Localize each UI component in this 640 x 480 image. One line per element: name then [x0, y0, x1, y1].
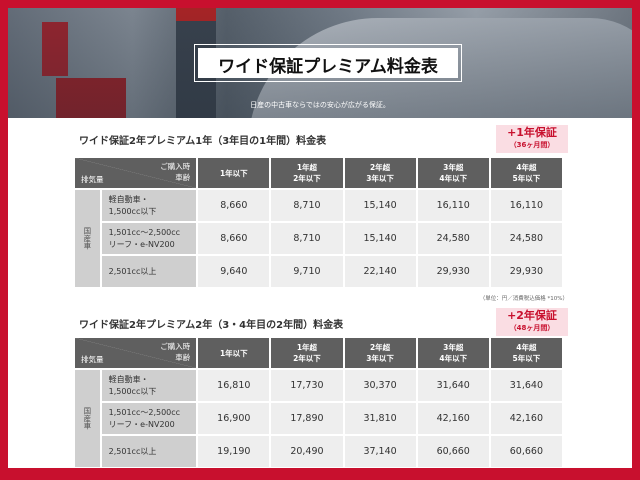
price-cell: 16,900 [198, 403, 270, 434]
hero-banner: ワイド保証プレミアム料金表 日産の中古車ならではの安心が広がる保証。 [8, 8, 632, 118]
column-header: 1年以下 [198, 158, 270, 188]
price-section-2: ワイド保証2年プレミアム2年（3・4年目の2年間）料金表 +2年保証 （48ヶ月間… [73, 308, 568, 468]
price-cell: 15,140 [344, 223, 416, 254]
column-header: 1年以下 [198, 338, 270, 368]
table-header-row: ご購入時 車齢 排気量 1年以下 1年超 2年以下 2年超 3年以下 3年超 4年以下 4年… [75, 338, 562, 368]
price-cell: 16,110 [417, 190, 489, 221]
column-header: 4年超 5年以下 [490, 158, 562, 188]
row-label: 1,501cc〜2,500cc リーフ・e-NV200 [101, 223, 197, 254]
price-cell: 60,660 [490, 436, 562, 467]
hero-tagline: 日産の中古車ならではの安心が広がる保証。 [250, 101, 390, 109]
group-label: 国産車 [75, 190, 100, 287]
table-row: 1,501cc〜2,500cc リーフ・e-NV200 16,900 17,890 3… [75, 403, 562, 434]
price-cell: 19,190 [198, 436, 270, 467]
column-header: 3年超 4年以下 [417, 338, 489, 368]
price-cell: 37,140 [344, 436, 416, 467]
price-cell: 20,490 [271, 436, 343, 467]
price-cell: 8,710 [271, 190, 343, 221]
price-cell: 60,660 [417, 436, 489, 467]
content-panel: ワイド保証2年プレミアム1年（3年目の1年間）料金表 +1年保証 （36ヶ月間） … [8, 118, 632, 468]
price-cell: 31,640 [417, 370, 489, 401]
price-cell: 16,110 [490, 190, 562, 221]
price-cell: 16,810 [198, 370, 270, 401]
column-header: 4年超 5年以下 [490, 338, 562, 368]
price-cell: 22,140 [344, 256, 416, 287]
corner-header: ご購入時 車齢排気量 [75, 158, 197, 188]
warranty-badge: +2年保証 （48ヶ月間） [496, 308, 568, 336]
table-title: ワイド保証2年プレミアム1年（3年目の1年間）料金表 [79, 136, 327, 147]
price-cell: 8,710 [271, 223, 343, 254]
price-cell: 24,580 [417, 223, 489, 254]
table-row: 国産車 軽自動車・ 1,500cc以下 8,660 8,710 15,140 16,110… [75, 190, 562, 287]
table-row: 2,501cc以上 9,640 9,710 22,140 29,930 29,930 [75, 256, 562, 287]
unit-note: （単位：円／消費税込価格 *10%） [479, 296, 568, 302]
table-row: 国産車 軽自動車・ 1,500cc以下 16,810 17,730 30,370 31,6… [75, 370, 562, 467]
price-cell: 8,660 [198, 223, 270, 254]
warranty-badge: +1年保証 （36ヶ月間） [496, 125, 568, 153]
corner-header: ご購入時 車齢排気量 [75, 338, 197, 368]
price-cell: 17,730 [271, 370, 343, 401]
price-cell: 31,810 [344, 403, 416, 434]
column-header: 1年超 2年以下 [271, 338, 343, 368]
row-label: 軽自動車・ 1,500cc以下 [101, 370, 197, 401]
badge-main: +1年保証 [507, 126, 557, 139]
page-title: ワイド保証プレミアム料金表 [194, 44, 462, 82]
badge-sub: （48ヶ月間） [509, 324, 555, 332]
row-label: 2,501cc以上 [101, 436, 197, 467]
table-header-row: ご購入時 車齢 排気量 1年以下 1年超 2年以下 2年超 3年以下 3年超 4年以下 4年… [75, 158, 562, 188]
price-table: ご購入時 車齢 排気量 1年以下 1年超 2年以下 2年超 3年以下 3年超 4年以下 4年… [73, 156, 564, 289]
row-label: 軽自動車・ 1,500cc以下 [101, 190, 197, 221]
row-label: 2,501cc以上 [101, 256, 197, 287]
hero-tool-cabinet [42, 22, 68, 76]
price-cell: 15,140 [344, 190, 416, 221]
price-cell: 30,370 [344, 370, 416, 401]
corner-age-label: ご購入時 車齢 [160, 162, 191, 182]
row-label: 1,501cc〜2,500cc リーフ・e-NV200 [101, 403, 197, 434]
price-cell: 31,640 [490, 370, 562, 401]
corner-age-label: ご購入時 車齢 [160, 342, 191, 362]
price-cell: 17,890 [271, 403, 343, 434]
column-header: 2年超 3年以下 [344, 158, 416, 188]
column-header: 1年超 2年以下 [271, 158, 343, 188]
hero-tool-cart [56, 78, 126, 118]
price-cell: 29,930 [490, 256, 562, 287]
column-header: 3年超 4年以下 [417, 158, 489, 188]
table-title: ワイド保証2年プレミアム2年（3・4年目の2年間）料金表 [79, 320, 344, 331]
badge-main: +2年保証 [507, 309, 557, 322]
price-cell: 9,710 [271, 256, 343, 287]
badge-sub: （36ヶ月間） [509, 141, 555, 149]
price-cell: 24,580 [490, 223, 562, 254]
price-table: ご購入時 車齢 排気量 1年以下 1年超 2年以下 2年超 3年以下 3年超 4年以下 4年… [73, 336, 564, 469]
corner-displacement-label: 排気量 [81, 355, 104, 364]
column-header: 2年超 3年以下 [344, 338, 416, 368]
price-section-1: ワイド保証2年プレミアム1年（3年目の1年間）料金表 +1年保証 （36ヶ月間） … [73, 122, 568, 302]
corner-displacement-label: 排気量 [81, 175, 104, 184]
price-cell: 29,930 [417, 256, 489, 287]
price-cell: 42,160 [490, 403, 562, 434]
price-cell: 9,640 [198, 256, 270, 287]
table-row: 2,501cc以上 19,190 20,490 37,140 60,660 60,660 [75, 436, 562, 467]
group-label: 国産車 [75, 370, 100, 467]
price-cell: 8,660 [198, 190, 270, 221]
price-cell: 42,160 [417, 403, 489, 434]
table-row: 1,501cc〜2,500cc リーフ・e-NV200 8,660 8,710 15,… [75, 223, 562, 254]
